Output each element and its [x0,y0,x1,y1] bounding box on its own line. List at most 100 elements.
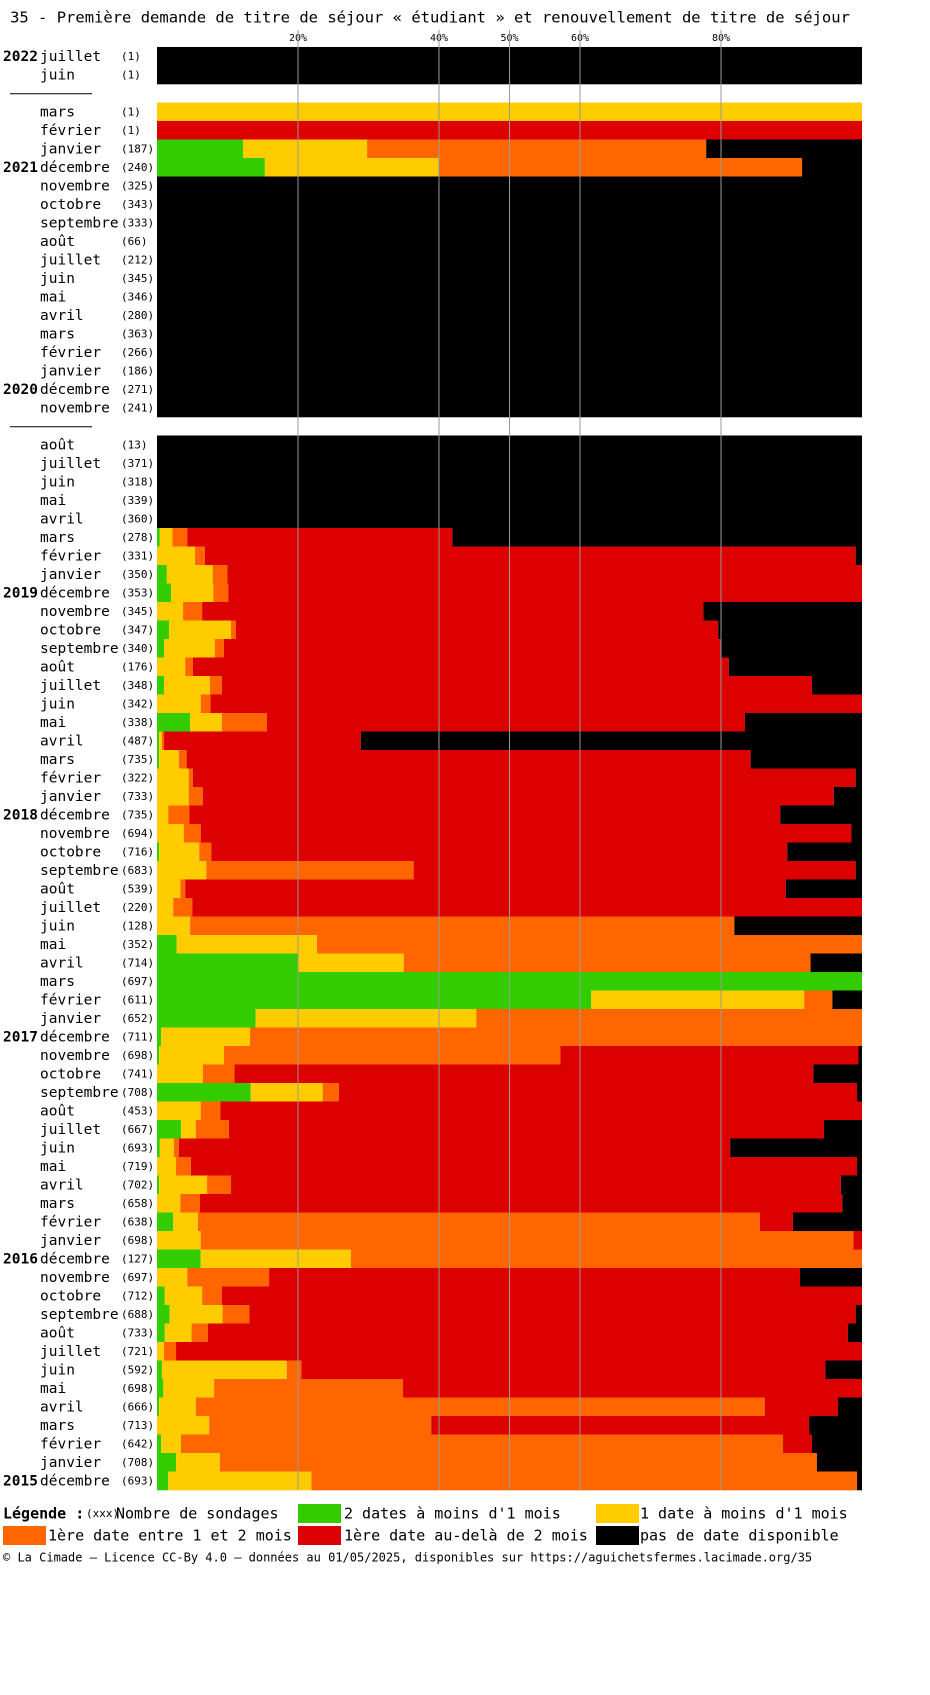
category-label: mars [40,530,75,546]
category-label: octobre [40,844,101,860]
category-label: avril [40,733,84,749]
category-label: décembre [40,160,110,176]
category-label: septembre [40,863,119,879]
count-label: (176) [121,660,154,673]
bar-segment [157,1471,169,1491]
bar-segment [189,805,781,825]
category-label: février [40,548,101,564]
bar-segment [219,1453,817,1472]
count-label: (702) [121,1178,154,1191]
category-label: mai [40,1381,66,1397]
count-label: (186) [121,364,154,377]
count-label: (539) [121,882,154,895]
bar-segment [591,990,805,1010]
bar-segment [317,935,862,954]
bar-segment [157,139,244,159]
category-label: décembre [40,585,110,601]
legend-swatch [3,1526,46,1545]
bar-segment [176,1453,220,1472]
legend-swatch [596,1526,639,1545]
bar-segment [220,1101,862,1121]
bar-segment [799,1268,862,1287]
bar-segment [157,1453,177,1472]
category-label: décembre [40,1473,110,1489]
category-label: avril [40,1177,84,1193]
bar-segment [825,1360,862,1380]
bar-segment [199,842,212,862]
bar-segment [178,750,187,769]
bar-segment [157,861,207,880]
bar-segment [804,990,833,1010]
bar-segment [183,602,203,621]
year-label: 2017 [3,1029,38,1045]
bar-segment [853,1231,862,1250]
bar-segment [161,1434,181,1454]
bar-segment [269,1268,800,1287]
bar-segment [439,158,803,177]
bar-segment [157,1212,174,1232]
bar-segment [185,879,786,899]
count-label: (638) [121,1215,154,1228]
bar-segment [202,1286,222,1306]
bar-segment [192,657,729,677]
legend-count-label: Nombre de sondages [116,1505,279,1523]
bar-segment [734,916,862,936]
count-label: (240) [121,161,154,174]
category-label: mars [40,752,75,768]
bar-segment [221,676,812,695]
category-label: juillet [40,900,101,916]
category-label: février [40,770,101,786]
bar-segment [173,1138,179,1158]
category-label: novembre [40,1048,110,1064]
bar-segment [403,953,811,973]
bar-segment [157,916,191,936]
category-label: janvier [40,363,101,379]
count-label: (611) [121,993,154,1006]
count-label: (1) [121,124,141,137]
count-label: (693) [121,1141,154,1154]
count-label: (220) [121,901,154,914]
count-label: (348) [121,679,154,692]
bar-segment [787,842,862,862]
count-label: (241) [121,401,154,414]
bar-segment [157,1231,201,1250]
legend-label: 2 dates à moins d'1 mois [344,1505,561,1523]
bar-segment [157,676,165,695]
bar-segment [228,1120,824,1139]
count-label: (667) [121,1123,154,1136]
count-label: (666) [121,1400,154,1413]
count-label: (735) [121,808,154,821]
count-label: (66) [121,235,148,248]
bar-segment [157,1046,160,1065]
count-label: (325) [121,179,154,192]
count-label: (345) [121,605,154,618]
count-label: (712) [121,1289,154,1302]
count-label: (350) [121,568,154,581]
bar-segment [211,842,788,862]
count-label: (1) [121,105,141,118]
bar-segment [200,694,211,714]
bar-segment [311,1471,858,1491]
bar-segment [157,898,174,917]
bar-segment [157,1101,201,1121]
category-label: janvier [40,1233,101,1249]
count-label: (371) [121,457,154,470]
bar-segment [176,1157,191,1176]
bar-segment [168,1471,312,1491]
bar-segment [161,1360,287,1380]
count-label: (698) [121,1382,154,1395]
category-label: avril [40,1399,84,1415]
category-label: janvier [40,1011,101,1027]
bar-segment [476,1009,862,1028]
bar-segment [157,1194,181,1213]
bar-segment [159,731,162,751]
category-label: octobre [40,622,101,638]
bar-segment [159,1175,208,1195]
bar-segment [350,1249,862,1269]
count-label: (697) [121,975,154,988]
bar-segment [851,824,862,843]
bar-segment [164,1342,177,1361]
bar-segment [197,1212,760,1232]
bar-segment [204,546,856,566]
